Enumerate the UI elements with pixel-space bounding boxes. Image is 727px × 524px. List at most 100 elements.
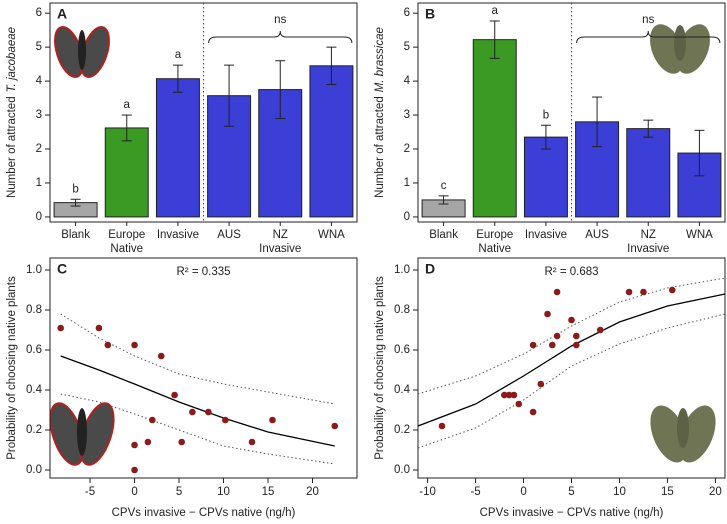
significance-letter: a	[492, 5, 499, 17]
point	[568, 316, 575, 324]
point	[144, 438, 152, 446]
x-tick-label: AUS	[585, 229, 609, 241]
y-tick-label: 0.8	[26, 304, 42, 316]
x-tick-label: 5	[176, 486, 182, 498]
point	[104, 341, 112, 349]
annotation: R² = 0.683	[544, 266, 598, 278]
x-tick-label: Blank	[61, 229, 90, 241]
y-tick-label: 3	[404, 109, 410, 121]
y-tick-label: 3	[36, 109, 42, 121]
y-axis-label-species: T. jacobaeae	[6, 27, 18, 92]
y-tick-label: 4	[36, 75, 43, 87]
bracket-label: ns	[274, 14, 286, 26]
bar	[523, 136, 568, 218]
point	[438, 422, 446, 430]
point	[205, 408, 212, 416]
significance-letter: b	[543, 109, 549, 121]
point	[572, 332, 580, 340]
x-tick-label: NZ	[640, 229, 656, 241]
y-tick-label: 6	[36, 7, 42, 19]
y-tick-label: 0.2	[26, 424, 42, 436]
y-tick-label: 1.0	[26, 264, 42, 276]
y-tick-label: 0.8	[394, 304, 410, 316]
point	[553, 332, 561, 340]
point	[515, 400, 523, 408]
moth-illustration	[49, 402, 115, 466]
x-tick-label: -10	[419, 486, 436, 498]
y-axis-label-text: Number of attracted	[374, 96, 386, 198]
x-tick-label: 20	[306, 486, 319, 498]
bar	[626, 128, 671, 218]
significance-letter: a	[175, 49, 182, 61]
confidence-line	[417, 277, 726, 395]
y-tick-label: 1.0	[394, 264, 410, 276]
y-axis-label: Probability of choosing native plants	[6, 276, 18, 460]
point	[510, 391, 518, 399]
point	[501, 391, 508, 399]
significance-letter: c	[441, 180, 447, 192]
y-tick-label: 0.4	[394, 384, 411, 396]
x-tick-label: 10	[217, 486, 230, 498]
point	[157, 352, 165, 360]
point	[222, 416, 229, 424]
y-tick-label: 6	[404, 7, 410, 19]
confidence-line	[417, 313, 726, 449]
point	[331, 422, 339, 430]
y-tick-label: 0	[404, 211, 410, 223]
point	[189, 408, 196, 416]
y-axis-label-species: M. brassicae	[374, 27, 386, 92]
significance-letter: a	[124, 99, 131, 111]
moth-illustration	[54, 25, 110, 79]
point	[248, 438, 256, 446]
x-tick-label: NZ	[272, 229, 288, 241]
point	[549, 341, 556, 349]
bracket-label: ns	[642, 14, 654, 26]
bracket	[576, 30, 721, 44]
x-axis-label: CPVs invasive − CPVs native (ng/h)	[480, 507, 664, 519]
point	[640, 288, 647, 296]
point	[529, 408, 537, 416]
point	[178, 438, 185, 446]
y-tick-label: 1	[36, 177, 42, 189]
x-tick-label: Europe Native	[108, 229, 146, 255]
point	[544, 310, 551, 318]
y-tick-label: 0.0	[26, 464, 42, 476]
point	[171, 391, 178, 399]
moth-illustration	[650, 405, 716, 463]
group-label: Invasive	[627, 243, 670, 255]
y-axis-label-text: Number of attracted	[6, 96, 18, 198]
x-tick-label: 0	[131, 486, 137, 498]
point	[596, 326, 604, 334]
x-tick-label: -5	[470, 486, 480, 498]
point	[553, 288, 561, 296]
panel-label: A	[57, 6, 67, 22]
annotation: R² = 0.335	[176, 266, 230, 278]
group-label: Invasive	[259, 243, 302, 255]
fit-line	[60, 355, 335, 447]
confidence-line	[60, 393, 335, 465]
confidence-line	[60, 313, 335, 405]
y-tick-label: 0.2	[394, 424, 410, 436]
point	[668, 286, 676, 294]
y-tick-label: 2	[404, 143, 410, 155]
x-tick-label: 15	[262, 486, 275, 498]
bar	[155, 78, 200, 218]
point	[95, 324, 103, 332]
x-tick-label: 5	[568, 486, 574, 498]
y-tick-label: 0.0	[394, 464, 410, 476]
y-tick-label: 0	[36, 211, 42, 223]
point	[149, 416, 156, 424]
y-tick-label: 1	[404, 177, 410, 189]
x-tick-label: Europe Native	[476, 229, 514, 255]
x-tick-label: 10	[613, 486, 626, 498]
y-axis-label: Number of attracted M. brassicae	[374, 27, 386, 198]
x-axis-label: CPVs invasive − CPVs native (ng/h)	[112, 507, 296, 519]
y-tick-label: 5	[36, 41, 42, 53]
panel-label: B	[425, 6, 435, 22]
point	[269, 416, 276, 424]
x-tick-label: AUS	[217, 229, 241, 241]
panel-label: C	[57, 261, 67, 277]
y-tick-label: 5	[404, 41, 410, 53]
